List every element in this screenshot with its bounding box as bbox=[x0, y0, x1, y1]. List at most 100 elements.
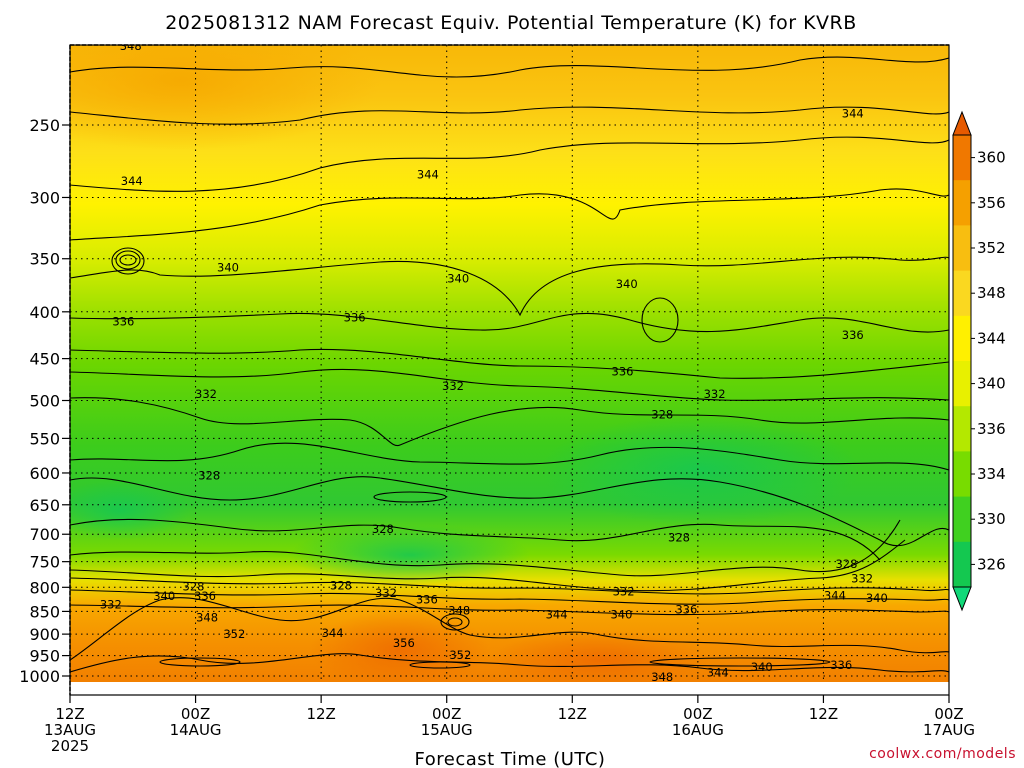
contour-label: 352 bbox=[223, 627, 245, 641]
contour-label: 328 bbox=[835, 557, 857, 571]
contour-lines bbox=[70, 56, 949, 673]
grid-lines bbox=[70, 45, 949, 682]
colorbar-label: 326 bbox=[977, 555, 1006, 573]
y-tick-label: 400 bbox=[29, 303, 60, 322]
x-axis-label: Forecast Time (UTC) bbox=[415, 749, 606, 768]
x-tick-label: 16AUG bbox=[672, 721, 724, 739]
y-tick-label: 650 bbox=[29, 496, 60, 515]
contour-label: 332 bbox=[100, 597, 122, 611]
contour-label: 336 bbox=[112, 315, 134, 329]
colorbar-segment bbox=[953, 135, 971, 181]
x-tick-label: 12Z bbox=[809, 705, 838, 723]
colorbar-label: 340 bbox=[977, 375, 1006, 393]
contour-label: 344 bbox=[322, 626, 344, 640]
contour-label: 328 bbox=[330, 578, 352, 592]
contour-label: 328 bbox=[198, 469, 220, 483]
colorbar-label: 334 bbox=[977, 465, 1006, 483]
contour-label: 348 bbox=[196, 610, 218, 624]
y-tick-label: 450 bbox=[29, 350, 60, 369]
contour-label: 332 bbox=[195, 387, 217, 401]
contour-label: 332 bbox=[613, 584, 635, 598]
y-tick-label: 900 bbox=[29, 625, 60, 644]
colorbar-segment bbox=[953, 361, 971, 407]
colorbar-segment bbox=[953, 315, 971, 362]
x-tick-label: 00Z bbox=[934, 705, 963, 723]
contour-label: 344 bbox=[842, 107, 864, 121]
contour-label: 332 bbox=[442, 379, 464, 393]
x-tick-label: 12Z bbox=[558, 705, 587, 723]
y-tick-label: 600 bbox=[29, 464, 60, 483]
colorbar-label: 352 bbox=[977, 239, 1006, 257]
x-tick-label: 00Z bbox=[181, 705, 210, 723]
contour-label: 356 bbox=[393, 636, 415, 650]
colorbar-segment bbox=[953, 496, 971, 543]
y-tick-label: 300 bbox=[29, 188, 60, 207]
x-tick-label: 12Z bbox=[306, 705, 335, 723]
x-tick-label: 13AUG bbox=[44, 721, 96, 739]
x-tick-label: 12Z bbox=[55, 705, 84, 723]
y-tick-label: 500 bbox=[29, 392, 60, 411]
field-background bbox=[70, 45, 949, 682]
field-cool-core-1 bbox=[290, 525, 530, 585]
x-tick-label: 14AUG bbox=[170, 721, 222, 739]
contour-label: 332 bbox=[851, 571, 873, 585]
contour-label: 332 bbox=[375, 586, 397, 600]
colorbar: 360 356 352 348 344 340 336 334 330 326 bbox=[952, 110, 1006, 612]
contour-label: 336 bbox=[612, 365, 634, 379]
field-cool-core-2 bbox=[540, 415, 860, 525]
y-tick-label: 750 bbox=[29, 553, 60, 572]
colorbar-label: 348 bbox=[977, 284, 1006, 302]
colorbar-top-arrow bbox=[952, 110, 972, 136]
y-tick-label: 850 bbox=[29, 602, 60, 621]
colorbar-segment bbox=[953, 225, 971, 272]
contour-label: 340 bbox=[447, 272, 469, 286]
colorbar-segment bbox=[953, 270, 971, 317]
y-tick-label: 550 bbox=[29, 429, 60, 448]
contour-label: 340 bbox=[153, 589, 175, 603]
x-tick-label: 15AUG bbox=[421, 721, 473, 739]
colorbar-label: 356 bbox=[977, 194, 1006, 212]
contour-label: 348 bbox=[120, 39, 142, 53]
contour-label: 340 bbox=[217, 261, 239, 275]
contour-label: 328 bbox=[651, 408, 673, 422]
field-cool-core-3 bbox=[70, 480, 190, 540]
contour-label: 348 bbox=[651, 670, 673, 684]
colorbar-segment bbox=[953, 180, 971, 226]
contour-label: 332 bbox=[704, 387, 726, 401]
contour-label: 336 bbox=[416, 593, 438, 607]
y-tick-label: 250 bbox=[29, 116, 60, 135]
contour-label: 340 bbox=[616, 277, 638, 291]
colorbar-segment bbox=[953, 406, 971, 452]
colorbar-frame bbox=[952, 134, 972, 588]
contour-label: 336 bbox=[830, 658, 852, 672]
contour-label: 336 bbox=[842, 328, 864, 342]
contour-label: 344 bbox=[824, 589, 846, 603]
chart-title: 2025081312 NAM Forecast Equiv. Potential… bbox=[165, 12, 857, 34]
y-tick-label: 800 bbox=[29, 578, 60, 597]
contour-label: 352 bbox=[449, 648, 471, 662]
contour-label: 340 bbox=[610, 608, 632, 622]
x-tick-label: 2025 bbox=[51, 737, 89, 755]
x-tick-label: 17AUG bbox=[923, 721, 975, 739]
contour-label: 344 bbox=[707, 665, 729, 679]
y-axis: 250 300 350 400 450 500 550 600 650 700 750 800 850 9… bbox=[19, 116, 70, 686]
colorbar-label: 360 bbox=[977, 149, 1006, 167]
colorbar-segment bbox=[953, 451, 971, 498]
y-tick-label: 700 bbox=[29, 525, 60, 544]
y-tick-label: 1000 bbox=[19, 667, 60, 686]
contour-label: 344 bbox=[546, 608, 568, 622]
y-tick-label: 950 bbox=[29, 647, 60, 666]
contour-label: 328 bbox=[668, 531, 690, 545]
contour-label: 336 bbox=[675, 603, 697, 617]
field-warm-top bbox=[70, 45, 380, 150]
field-hot-low-2 bbox=[490, 630, 710, 682]
contour-label: 348 bbox=[448, 603, 470, 617]
credit-text: coolwx.com/models bbox=[869, 746, 1016, 762]
terrain-band bbox=[70, 682, 949, 695]
contour-label: 344 bbox=[121, 174, 143, 188]
colorbar-label: 344 bbox=[977, 329, 1006, 347]
